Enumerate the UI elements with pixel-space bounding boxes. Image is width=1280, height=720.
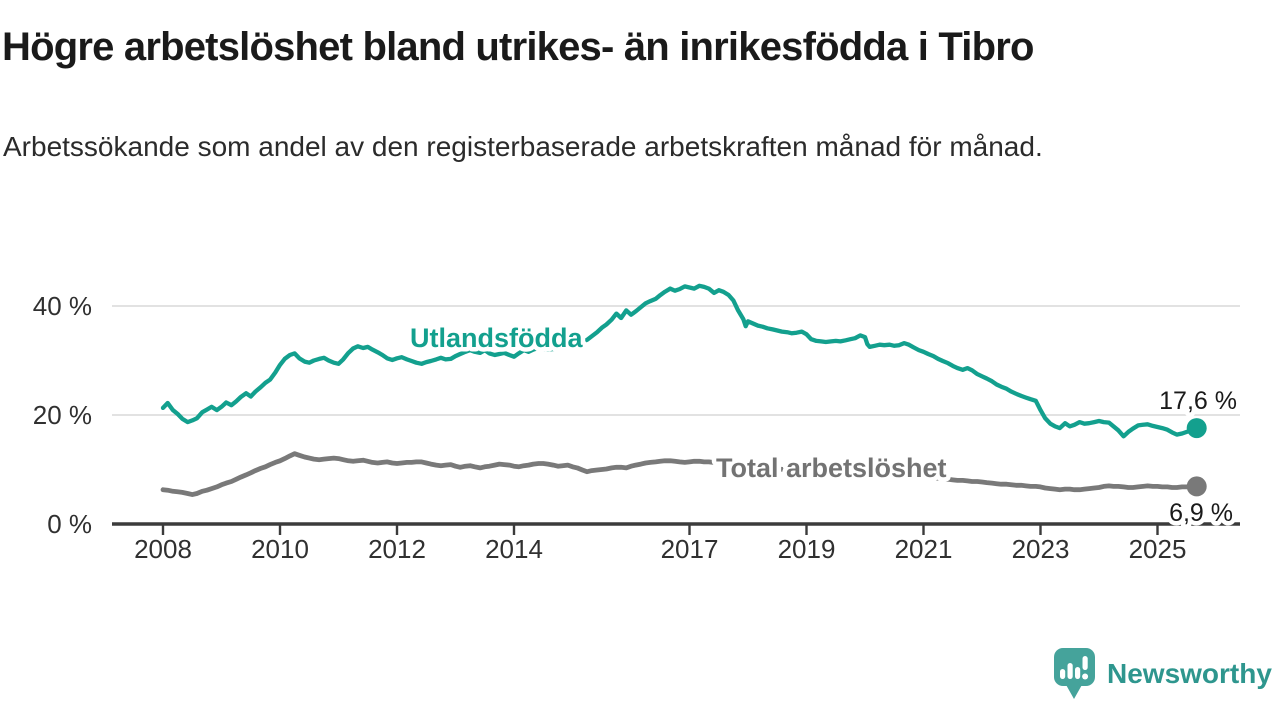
series-line-0	[160, 283, 1199, 439]
y-axis-label-0: 0 %	[47, 509, 92, 539]
newsworthy-logo-text: Newsworthy	[1107, 658, 1272, 689]
series-end-dot-1	[1186, 476, 1207, 497]
y-axis-label-20: 20 %	[33, 400, 92, 430]
x-axis-label-2019: 2019	[778, 534, 836, 564]
x-axis-label-2017: 2017	[661, 534, 719, 564]
x-axis-label-2010: 2010	[251, 534, 309, 564]
chart-title: Högre arbetslöshet bland utrikes- än inr…	[2, 25, 1034, 69]
x-axis-label-2021: 2021	[895, 534, 953, 564]
newsworthy-brand: Newsworthy	[1052, 648, 1272, 700]
series-label-1: Total arbetslöshet	[716, 453, 947, 483]
x-axis-label-2014: 2014	[485, 534, 543, 564]
chart-subtitle: Arbetssökande som andel av den registerb…	[3, 131, 1043, 162]
x-axis-label-2012: 2012	[368, 534, 426, 564]
series-label-0: Utlandsfödda	[410, 323, 583, 353]
series-end-dot-0	[1186, 418, 1207, 439]
x-axis-label-2025: 2025	[1129, 534, 1187, 564]
y-axis-label-40: 40 %	[33, 291, 92, 321]
x-axis-label-2008: 2008	[134, 534, 192, 564]
x-axis-label-2023: 2023	[1012, 534, 1070, 564]
series-line-1	[160, 451, 1200, 497]
series-end-value-0: 17,6 %	[1159, 387, 1237, 415]
series-end-value-1: 6,9 %	[1169, 499, 1233, 527]
newsworthy-logo-icon	[1054, 648, 1095, 699]
